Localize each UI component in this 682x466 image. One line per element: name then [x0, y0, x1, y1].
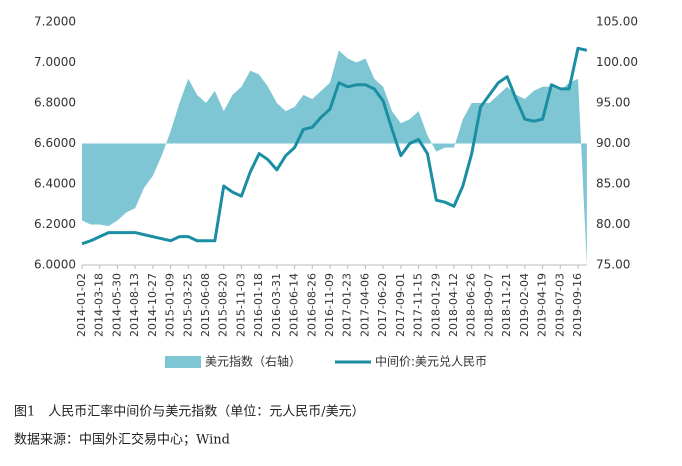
x-tick-label: 2018-06-26: [465, 273, 478, 337]
x-tick-label: 2017-04-06: [358, 273, 371, 337]
y2-tick-label: 95.00: [596, 96, 630, 110]
source: 数据来源：中国外汇交易中心；Wind: [14, 432, 230, 448]
caption: 图1 人民币汇率中间价与美元指数（单位：元人民币/美元）: [14, 404, 365, 420]
legend-swatch: [165, 356, 201, 368]
x-tick-label: 2014-08-13: [128, 273, 141, 337]
x-tick-label: 2017-11-15: [412, 273, 425, 337]
y2-tick-label: 85.00: [596, 177, 630, 191]
x-tick-label: 2018-11-21: [500, 273, 513, 337]
legend-label: 中间价:美元兑人民币: [375, 354, 487, 369]
x-tick-label: 2016-03-31: [270, 273, 283, 337]
x-tick-label: 2016-08-26: [305, 273, 318, 337]
x-tick-label: 2015-01-09: [164, 273, 177, 337]
legend-label: 美元指数（右轴）: [205, 354, 301, 369]
x-tick-label: 2017-09-01: [394, 273, 407, 337]
y2-tick-label: 90.00: [596, 136, 630, 150]
y-tick-label: 6.4000: [34, 177, 76, 191]
y2-tick-label: 80.00: [596, 217, 630, 231]
x-tick-label: 2014-03-18: [93, 273, 106, 337]
x-tick-label: 2015-06-08: [199, 273, 212, 337]
x-tick-label: 2016-01-18: [252, 273, 265, 337]
line: [81, 46, 588, 246]
x-tick-label: 2015-08-20: [217, 273, 230, 337]
y-tick-label: 6.2000: [34, 217, 76, 231]
x-tick-label: 2018-04-12: [447, 273, 460, 337]
y-tick-label: 6.6000: [34, 136, 76, 150]
x-tick-label: 2019-09-16: [571, 273, 584, 337]
x-tick-label: 2017-06-20: [376, 273, 389, 337]
x-tick-label: 2015-03-25: [181, 273, 194, 337]
x-tick-label: 2014-05-30: [110, 273, 123, 337]
x-tick-label: 2019-07-03: [553, 273, 566, 337]
x-tick-label: 2019-04-19: [536, 273, 549, 337]
y-tick-label: 6.0000: [34, 258, 76, 272]
x-tick-label: 2014-01-02: [75, 273, 88, 337]
x-tick-label: 2017-01-23: [341, 273, 354, 337]
x-tick-label: 2018-01-29: [429, 273, 442, 337]
x-tick-label: 2015-11-03: [234, 273, 247, 337]
y2-tick-label: 100.00: [596, 55, 638, 69]
y-tick-label: 6.8000: [34, 96, 76, 110]
area: [82, 50, 587, 265]
x-tick-label: 2018-09-07: [482, 273, 495, 337]
y-tick-label: 7.2000: [34, 15, 76, 29]
x-tick-label: 2016-11-09: [323, 273, 336, 337]
x-tick-label: 2014-10-27: [146, 273, 159, 337]
x-tick-label: 2019-02-04: [518, 273, 531, 337]
y2-tick-label: 105.00: [596, 15, 638, 29]
x-tick-label: 2016-06-14: [288, 273, 301, 337]
y2-tick-label: 75.00: [596, 258, 630, 272]
y-tick-label: 7.0000: [34, 55, 76, 69]
